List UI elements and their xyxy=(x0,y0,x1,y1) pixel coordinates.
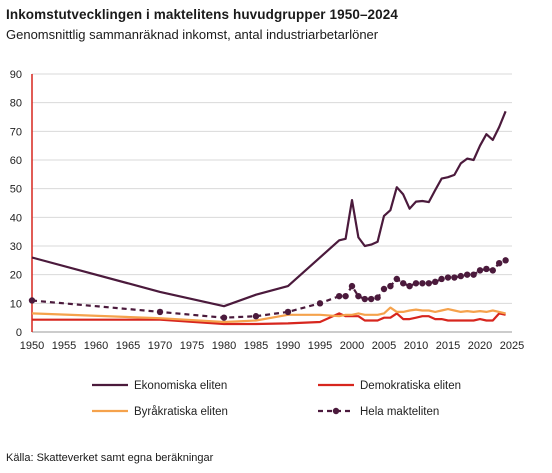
series-line-demokratiska-eliten xyxy=(32,312,506,326)
data-point-hela-makteliten xyxy=(348,282,356,290)
data-point-hela-makteliten xyxy=(502,257,509,264)
series-lines xyxy=(28,110,509,326)
data-point-hela-makteliten xyxy=(336,292,343,300)
x-tick-label-1980: 1980 xyxy=(212,340,236,352)
x-tick-label-1955: 1955 xyxy=(52,340,76,352)
x-tick-label-2010: 2010 xyxy=(404,340,428,352)
data-point-hela-makteliten xyxy=(489,267,496,274)
data-point-hela-makteliten xyxy=(425,280,432,287)
data-point-hela-makteliten xyxy=(419,280,426,287)
data-point-hela-makteliten xyxy=(432,278,439,286)
data-point-hela-makteliten xyxy=(412,280,420,287)
x-tick-label-1965: 1965 xyxy=(116,340,140,352)
data-point-hela-makteliten xyxy=(316,300,324,307)
data-point-hela-makteliten xyxy=(156,308,164,316)
x-tick-label-1970: 1970 xyxy=(148,340,172,352)
y-tick-label-0: 0 xyxy=(16,327,22,339)
data-point-hela-makteliten xyxy=(374,294,381,301)
x-tick-label-2005: 2005 xyxy=(372,340,396,352)
data-point-hela-makteliten xyxy=(368,295,375,303)
y-tick-label-10: 10 xyxy=(10,298,22,310)
source-note: Källa: Skatteverket samt egna beräkninga… xyxy=(6,452,214,464)
x-tick-label-2025: 2025 xyxy=(500,340,524,352)
data-point-hela-makteliten xyxy=(28,297,36,304)
legend: Ekonomiska eliten Demokratiska eliten Byrå… xyxy=(92,380,461,418)
y-tick-label-30: 30 xyxy=(10,241,22,253)
legend-label-demokratiska-eliten: Demokratiska eliten xyxy=(360,380,461,392)
y-axis-ticks: 0 10 20 30 40 50 60 70 80 90 xyxy=(10,69,22,339)
legend-label-byr-kratiska-eliten: Byråkratiska eliten xyxy=(134,406,228,418)
data-point-hela-makteliten xyxy=(444,274,452,281)
data-point-hela-makteliten xyxy=(220,314,228,321)
y-tick-label-60: 60 xyxy=(10,155,22,167)
data-point-hela-makteliten xyxy=(496,260,503,267)
legend-label-ekonomiska-eliten: Ekonomiska eliten xyxy=(134,380,227,392)
y-tick-label-70: 70 xyxy=(10,126,22,138)
y-tick-label-20: 20 xyxy=(10,270,22,282)
series-line-hela-makteliten xyxy=(31,259,507,319)
data-point-hela-makteliten xyxy=(380,285,388,293)
data-point-hela-makteliten xyxy=(361,295,368,303)
data-point-hela-makteliten xyxy=(387,282,394,290)
data-point-hela-makteliten xyxy=(483,265,490,273)
x-tick-label-1985: 1985 xyxy=(244,340,268,352)
series-line-ekonomiska-eliten xyxy=(31,110,507,308)
y-tick-label-80: 80 xyxy=(10,98,22,110)
data-point-hela-makteliten xyxy=(284,308,292,316)
data-point-hela-makteliten xyxy=(400,280,407,287)
legend-marker-hela-makteliten xyxy=(332,407,340,415)
data-point-hela-makteliten xyxy=(406,282,413,290)
axes xyxy=(31,74,512,333)
x-tick-label-2015: 2015 xyxy=(436,340,460,352)
x-tick-label-1990: 1990 xyxy=(276,340,300,352)
data-point-hela-makteliten xyxy=(355,292,362,300)
data-point-hela-makteliten xyxy=(342,292,349,300)
x-tick-label-1950: 1950 xyxy=(20,340,44,352)
y-tick-label-90: 90 xyxy=(10,69,22,81)
x-tick-label-1960: 1960 xyxy=(84,340,108,352)
chart-subtitle: Genomsnittlig sammanräknad inkomst, anta… xyxy=(6,27,379,42)
gridlines xyxy=(32,73,512,304)
x-tick-label-1975: 1975 xyxy=(180,340,204,352)
x-tick-label-1995: 1995 xyxy=(308,340,332,352)
data-point-hela-makteliten xyxy=(252,313,260,320)
series-line-byr-kratiska-eliten xyxy=(31,306,506,324)
data-point-hela-makteliten xyxy=(464,271,471,278)
data-point-hela-makteliten xyxy=(457,272,464,280)
chart-title: Inkomstutvecklingen i maktelitens huvudg… xyxy=(6,7,398,22)
data-point-hela-makteliten xyxy=(393,275,400,283)
y-tick-label-40: 40 xyxy=(10,212,22,224)
x-tick-label-2000: 2000 xyxy=(340,340,364,352)
data-point-hela-makteliten xyxy=(451,274,458,281)
data-point-hela-makteliten xyxy=(438,275,445,283)
data-point-hela-makteliten xyxy=(470,271,477,278)
x-axis-ticks: 1950 1955 1960 1965 1970 1975 1980 1985 1990 1995… xyxy=(20,340,524,352)
y-tick-label-50: 50 xyxy=(10,184,22,196)
data-point-hela-makteliten xyxy=(476,267,484,274)
legend-label-hela-makteliten: Hela makteliten xyxy=(360,406,439,418)
x-tick-label-2020: 2020 xyxy=(468,340,492,352)
